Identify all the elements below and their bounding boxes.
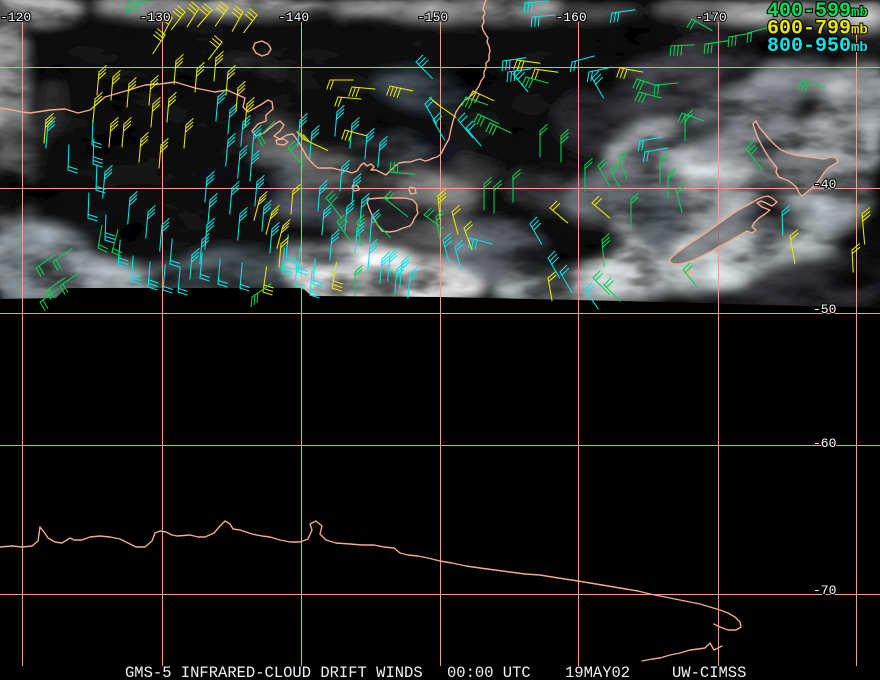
svg-text:-150: -150 — [417, 10, 448, 25]
svg-text:-60: -60 — [813, 436, 836, 451]
svg-text:mb: mb — [851, 40, 868, 56]
svg-text:800-950: 800-950 — [767, 35, 851, 58]
svg-text:GMS-5 INFRARED-CLOUD DRIFT WIN: GMS-5 INFRARED-CLOUD DRIFT WINDS 00:00 UT… — [125, 664, 746, 680]
svg-text:-40: -40 — [813, 177, 836, 192]
svg-text:mb: mb — [851, 5, 868, 21]
svg-text:-130: -130 — [140, 10, 171, 25]
svg-text:600-799: 600-799 — [767, 18, 851, 41]
svg-text:-170: -170 — [696, 10, 727, 25]
svg-text:400-599: 400-599 — [767, 0, 851, 23]
svg-text:-50: -50 — [813, 302, 836, 317]
svg-text:-140: -140 — [278, 10, 309, 25]
svg-text:mb: mb — [851, 23, 868, 39]
svg-text:-70: -70 — [813, 583, 836, 598]
svg-text:-120: -120 — [0, 10, 31, 25]
svg-text:-160: -160 — [556, 10, 587, 25]
